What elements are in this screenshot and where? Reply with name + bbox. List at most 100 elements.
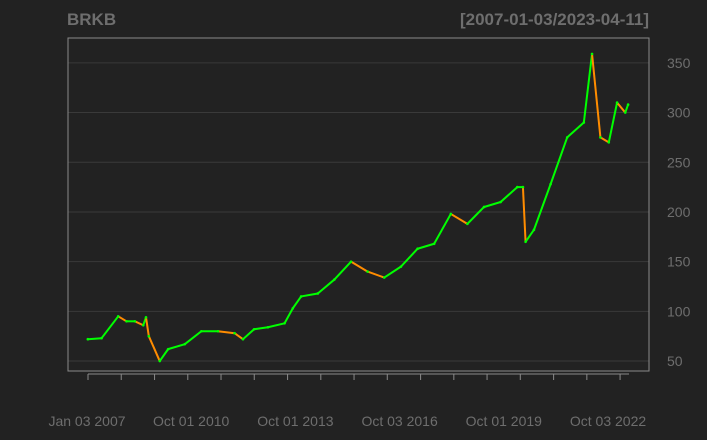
price-segment <box>607 102 619 143</box>
x-tick-label: Oct 03 2022 <box>570 413 646 429</box>
data-point <box>432 242 436 246</box>
price-segment <box>217 330 235 335</box>
data-point <box>200 329 203 333</box>
data-point <box>466 222 469 226</box>
data-point <box>216 329 220 333</box>
price-segment <box>317 278 336 295</box>
data-point <box>590 52 594 56</box>
price-segment <box>87 337 102 341</box>
data-point <box>333 278 336 281</box>
price-segment <box>591 53 602 138</box>
data-point <box>599 136 602 139</box>
price-segment <box>117 315 128 323</box>
price-segment <box>400 248 419 268</box>
data-point <box>549 182 552 186</box>
y-tick-label: 150 <box>667 254 691 270</box>
data-point <box>299 295 303 298</box>
data-point <box>499 200 502 204</box>
price-segment <box>333 260 352 281</box>
price-segment <box>300 292 318 298</box>
plot-border <box>67 37 650 372</box>
data-point <box>252 327 256 331</box>
date-range-label: [2007-01-03/2023-04-11] <box>459 10 649 29</box>
price-segment <box>283 307 294 324</box>
price-segment <box>566 121 585 139</box>
price-segment <box>483 201 501 208</box>
x-tick-label: Oct 03 2016 <box>361 413 437 429</box>
data-point <box>147 334 151 338</box>
price-segment <box>524 229 535 243</box>
price-segment <box>549 137 569 185</box>
data-point <box>582 121 586 124</box>
data-point <box>183 342 187 346</box>
data-point <box>144 316 148 319</box>
price-segment <box>499 186 518 203</box>
price-segment <box>521 187 527 242</box>
data-point <box>233 331 236 335</box>
data-point <box>133 319 137 323</box>
price-segment <box>383 265 402 279</box>
price-segment <box>291 295 302 309</box>
data-point <box>125 319 128 323</box>
y-tick-label: 350 <box>667 55 691 71</box>
price-segment <box>147 335 161 362</box>
data-point <box>626 103 630 106</box>
price-segment <box>433 213 452 245</box>
y-tick-label: 200 <box>667 204 691 220</box>
data-point <box>565 136 569 139</box>
y-tick-label: 50 <box>667 353 683 369</box>
x-tick-label: Oct 01 2010 <box>153 413 229 429</box>
price-segment <box>267 322 285 329</box>
data-point <box>416 247 419 251</box>
y-tick-label: 100 <box>667 303 691 319</box>
data-point <box>291 307 295 310</box>
price-segment <box>599 136 610 144</box>
y-tick-label: 300 <box>667 105 691 121</box>
data-point <box>607 141 611 144</box>
price-segment <box>167 343 186 351</box>
data-point <box>399 265 403 268</box>
price-segment <box>533 183 552 231</box>
data-point <box>158 359 162 363</box>
data-point <box>615 101 619 104</box>
price-segment <box>184 330 202 345</box>
data-point <box>166 347 170 351</box>
data-point <box>116 315 120 318</box>
x-tick-label: Jan 03 2007 <box>48 413 125 429</box>
price-segment <box>450 213 468 225</box>
price-segment <box>158 348 169 362</box>
price-segment <box>134 320 144 327</box>
price-segment <box>616 101 627 114</box>
chart-title: BRKB <box>67 10 117 29</box>
data-point <box>482 205 486 209</box>
data-point <box>521 185 525 189</box>
data-point <box>515 185 519 189</box>
price-segment <box>234 332 244 341</box>
data-point <box>623 111 627 114</box>
data-point <box>316 292 320 295</box>
data-point <box>524 240 527 244</box>
price-segment <box>145 317 150 337</box>
data-point <box>349 260 353 263</box>
y-tick-label: 250 <box>667 154 691 170</box>
data-point <box>141 323 145 327</box>
data-point <box>266 325 270 329</box>
data-point <box>366 270 369 273</box>
data-point <box>283 321 286 325</box>
price-segment <box>350 260 369 273</box>
price-segment <box>582 53 594 123</box>
price-segment <box>367 270 385 279</box>
data-point <box>449 212 453 216</box>
price-segment <box>417 242 435 250</box>
x-tick-label: Oct 01 2013 <box>257 413 333 429</box>
price-segment <box>100 315 120 339</box>
data-point <box>241 337 245 341</box>
data-point <box>532 228 536 232</box>
price-segment <box>242 328 255 340</box>
x-tick-label: Oct 01 2019 <box>466 413 542 429</box>
price-segment <box>624 104 630 113</box>
data-point <box>100 336 103 340</box>
data-point <box>382 276 386 279</box>
